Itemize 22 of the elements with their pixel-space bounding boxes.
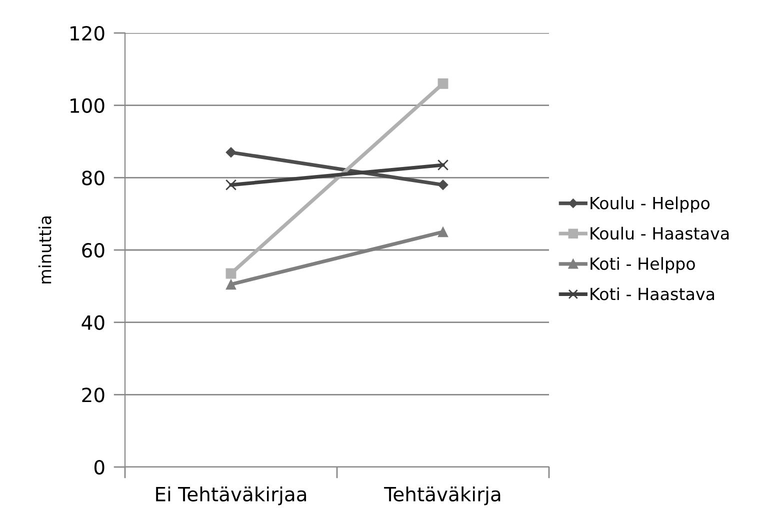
point bbox=[438, 226, 448, 238]
y-tick-label: 120 bbox=[70, 26, 104, 41]
y-axis-title: minuttia bbox=[38, 216, 52, 284]
y-tick-label: 80 bbox=[82, 170, 104, 186]
x-tick-label: Ei Tehtäväkirjaa bbox=[156, 486, 306, 506]
y-tick-label: 40 bbox=[82, 315, 104, 330]
y-tick-label: 20 bbox=[82, 388, 104, 402]
y-tick-label: 60 bbox=[82, 242, 104, 258]
legend-label: Koulu - Haastava bbox=[590, 226, 729, 240]
point bbox=[438, 180, 448, 190]
point bbox=[438, 78, 448, 89]
x-tick-label: Tehtäväkirja bbox=[384, 486, 500, 506]
legend-label: Koulu - Helppo bbox=[590, 196, 710, 213]
legend-label: Koti - Helppo bbox=[590, 257, 695, 274]
legend-label: Koti - Haastava bbox=[590, 287, 714, 300]
point bbox=[225, 179, 237, 190]
point bbox=[226, 279, 236, 290]
point bbox=[226, 268, 236, 279]
point bbox=[226, 147, 236, 158]
point bbox=[437, 159, 449, 171]
y-tick-label: 0 bbox=[94, 460, 104, 475]
y-tick-label: 100 bbox=[70, 98, 104, 113]
